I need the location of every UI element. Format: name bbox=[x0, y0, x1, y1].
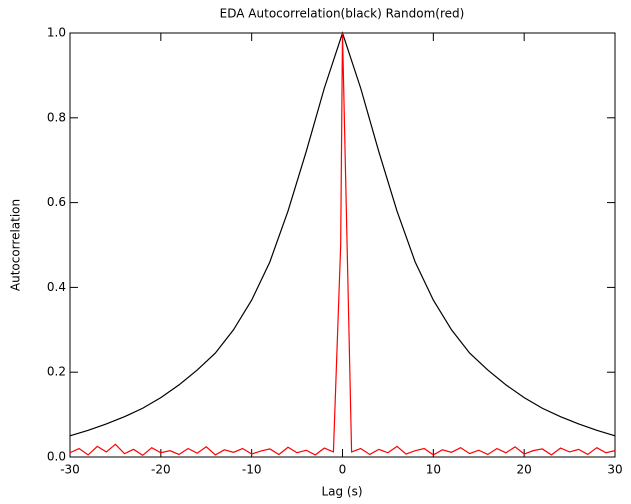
y-axis-label: Autocorrelation bbox=[9, 199, 23, 291]
y-tick-label: 0.4 bbox=[47, 280, 66, 294]
x-tick-label: 20 bbox=[517, 463, 532, 477]
x-tick-label: 10 bbox=[426, 463, 441, 477]
x-axis-label: Lag (s) bbox=[321, 485, 362, 499]
y-tick-label: 0.2 bbox=[47, 365, 66, 379]
y-tick-label: 0.6 bbox=[47, 195, 66, 209]
series-line bbox=[69, 32, 616, 457]
x-tick-label: -30 bbox=[60, 463, 80, 477]
y-tick-label: 1.0 bbox=[47, 26, 66, 40]
y-tick-label: 0.8 bbox=[47, 110, 66, 124]
chart-title: EDA Autocorrelation(black) Random(red) bbox=[220, 7, 465, 21]
x-tick-label: -20 bbox=[151, 463, 171, 477]
x-tick-label: -10 bbox=[242, 463, 262, 477]
y-tick-label: 0.0 bbox=[47, 450, 66, 464]
x-tick-label: 0 bbox=[339, 463, 347, 477]
x-tick-label: 30 bbox=[607, 463, 622, 477]
